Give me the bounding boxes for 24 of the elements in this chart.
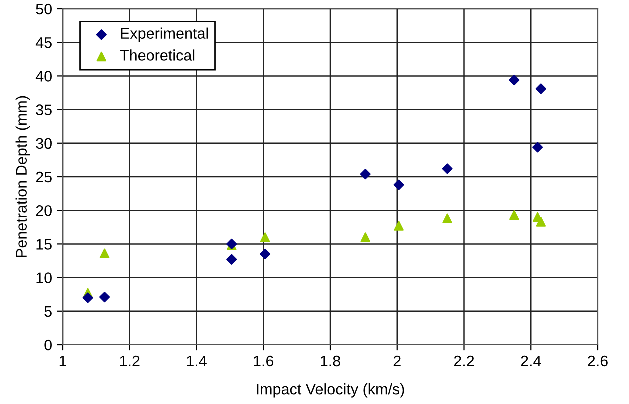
x-tick-label: 2.4 (521, 356, 542, 366)
x-tick-label: 2.6 (588, 356, 608, 367)
y-tick-label: 15 (36, 239, 52, 250)
x-tick-label: 1 (60, 356, 67, 366)
y-tick-label: 25 (36, 172, 52, 183)
y-tick-label: 35 (36, 104, 52, 116)
x-axis-title: Impact Velocity (km/s) (257, 384, 404, 398)
y-axis-title: Penetration Depth (mm) (16, 96, 30, 258)
legend-label: Theoretical (120, 50, 195, 61)
y-tick-label: 0 (44, 340, 52, 351)
x-tick-label: 1.6 (254, 356, 274, 367)
x-tick-label: 1.4 (187, 356, 207, 366)
x-tick-label: 2.2 (454, 356, 474, 366)
y-tick-label: 50 (36, 4, 52, 15)
legend-label: Experimental (121, 28, 208, 42)
y-tick-label: 10 (36, 272, 52, 284)
y-tick-label: 20 (36, 205, 52, 216)
y-tick-label: 5 (44, 306, 52, 318)
x-tick-label: 1.8 (321, 356, 340, 367)
x-tick-label: 1.2 (120, 356, 140, 366)
x-tick-label: 2 (394, 356, 401, 366)
y-tick-label: 45 (36, 38, 52, 48)
y-tick-label: 40 (36, 71, 52, 82)
y-tick-label: 30 (36, 138, 52, 150)
